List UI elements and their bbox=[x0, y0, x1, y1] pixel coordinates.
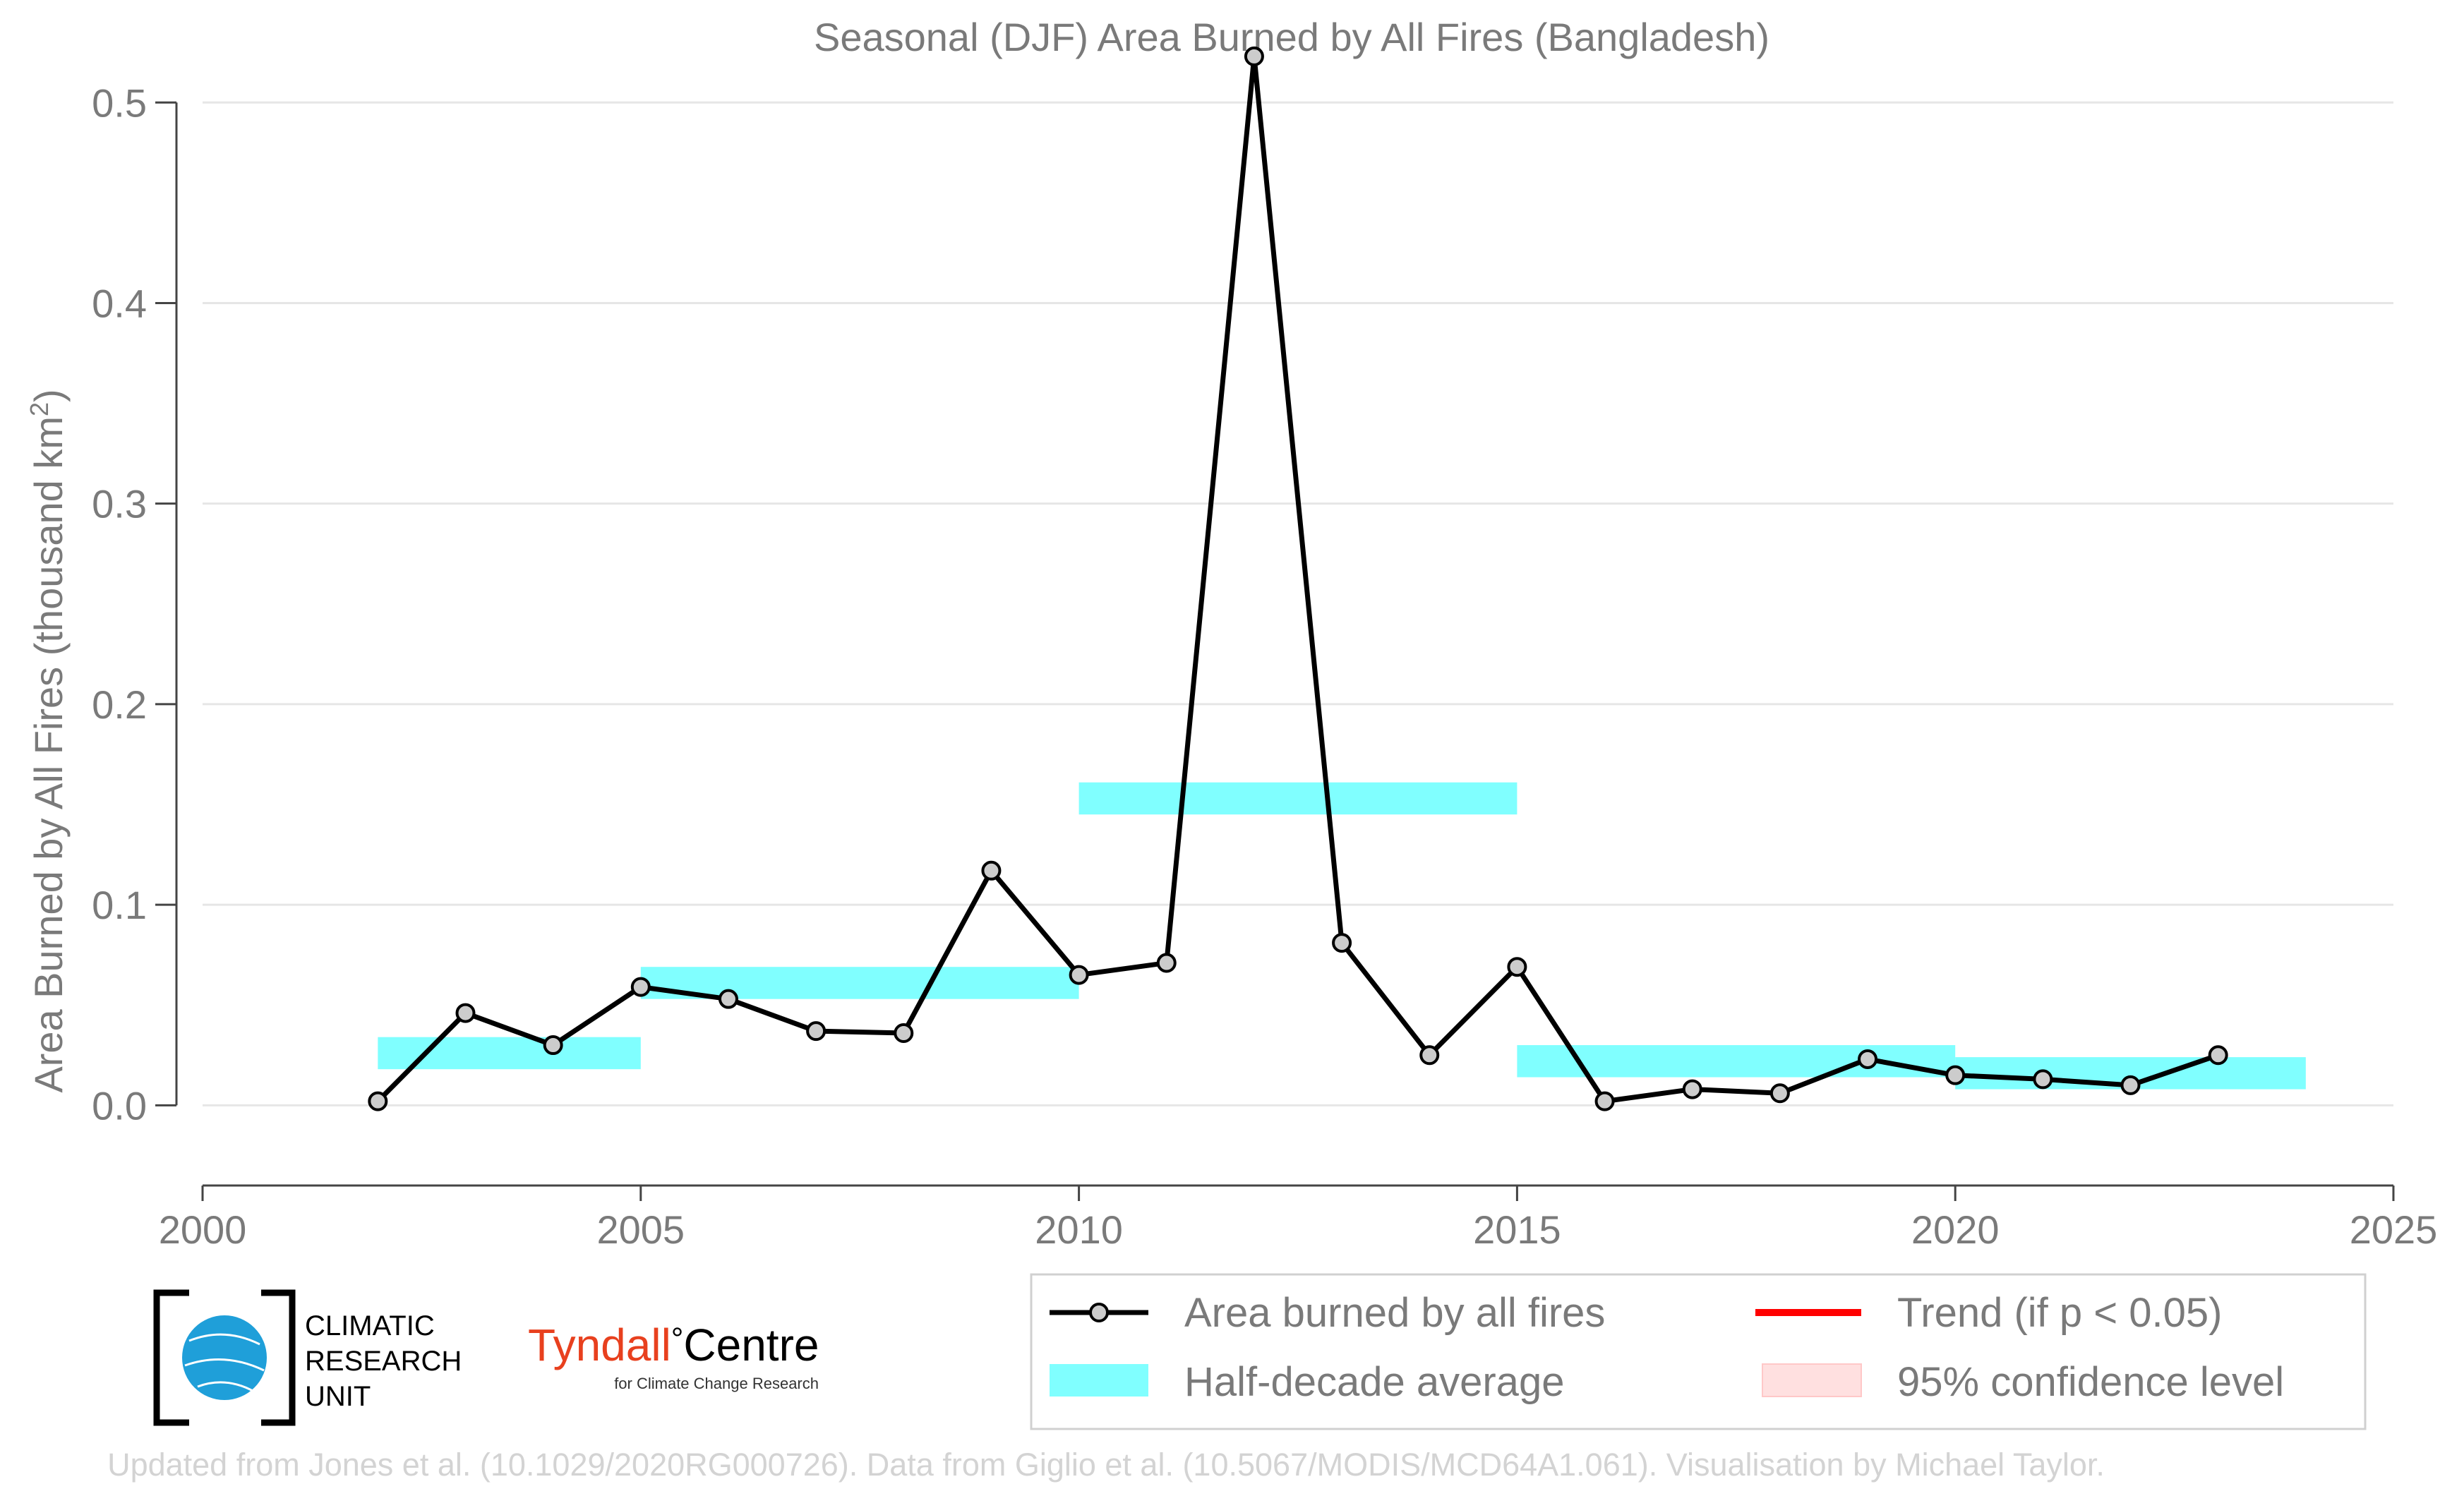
data-point-2019 bbox=[1858, 1049, 1878, 1069]
x-tick-label-1: 2005 bbox=[597, 1207, 685, 1252]
cru-logo-bracket-left bbox=[153, 1289, 189, 1426]
gridlines bbox=[203, 101, 2393, 1106]
x-tick-label-4: 2020 bbox=[1911, 1207, 2000, 1252]
y-axis-label: Area Burned by All Fires (thousand km2) bbox=[25, 389, 71, 1092]
data-point-2022 bbox=[2120, 1075, 2141, 1095]
data-point-2010 bbox=[1069, 965, 1089, 985]
half-decade-bar-0 bbox=[378, 1037, 641, 1070]
y-axis-label-suffix: ) bbox=[26, 389, 71, 402]
data-point-2016 bbox=[1594, 1091, 1615, 1111]
tyndall-logo-subtitle: for Climate Change Research bbox=[614, 1375, 819, 1392]
cru-globe-line-1 bbox=[188, 1333, 260, 1346]
y-axis: 0.0 0.1 0.2 0.3 0.4 0.5 bbox=[92, 80, 178, 1128]
chart-title: Seasonal (DJF) Area Burned by All Fires … bbox=[814, 15, 1769, 59]
half-decade-average-bands bbox=[378, 782, 2306, 1090]
cru-logo-text-2: RESEARCH bbox=[305, 1346, 462, 1377]
data-point-2023 bbox=[2208, 1045, 2228, 1066]
cru-logo-bracket-right bbox=[261, 1289, 296, 1426]
y-tick-label-2: 0.2 bbox=[92, 682, 147, 727]
y-tick-label-3: 0.3 bbox=[92, 482, 147, 526]
y-tick-label-4: 0.4 bbox=[92, 281, 147, 325]
cru-logo-text-1: CLIMATIC bbox=[305, 1310, 435, 1341]
cru-logo: CLIMATIC RESEARCH UNIT bbox=[153, 1289, 462, 1426]
data-point-2015 bbox=[1507, 957, 1527, 977]
x-tick-label-0: 2000 bbox=[159, 1207, 247, 1252]
series-line bbox=[375, 54, 2219, 1104]
legend-swatch-half-decade bbox=[1050, 1364, 1148, 1397]
legend-swatch-confidence bbox=[1762, 1363, 1862, 1397]
data-point-2020 bbox=[1945, 1065, 1966, 1085]
data-point-2003 bbox=[455, 1003, 476, 1023]
data-point-2009 bbox=[981, 860, 1002, 881]
data-point-2008 bbox=[894, 1023, 914, 1043]
data-credit: Updated from Jones et al. (10.1029/2020R… bbox=[107, 1447, 2105, 1483]
cru-logo-text-3: UNIT bbox=[305, 1381, 371, 1412]
y-tick-label-0: 0.0 bbox=[92, 1083, 147, 1128]
data-point-2021 bbox=[2033, 1069, 2053, 1090]
x-tick-label-2: 2010 bbox=[1035, 1207, 1123, 1252]
tyndall-logo-text: Tyndall°Centre bbox=[528, 1320, 819, 1370]
legend-label-trend: Trend (if p < 0.05) bbox=[1897, 1290, 2222, 1336]
data-point-2013 bbox=[1332, 933, 1352, 953]
legend: Area burned by all fires Trend (if p < 0… bbox=[1030, 1273, 2367, 1430]
tyndall-centre-logo: Tyndall°Centre for Climate Change Resear… bbox=[528, 1320, 819, 1392]
data-point-2004 bbox=[543, 1035, 563, 1056]
data-point-2002 bbox=[368, 1091, 388, 1111]
y-axis-label-sup: 2 bbox=[25, 402, 54, 416]
legend-box bbox=[1030, 1273, 2367, 1430]
half-decade-bar-2 bbox=[1078, 782, 1518, 815]
tyndall-logo-name: Tyndall bbox=[528, 1320, 671, 1370]
data-point-2006 bbox=[718, 989, 738, 1009]
data-point-2007 bbox=[806, 1021, 827, 1042]
legend-label-half-decade: Half-decade average bbox=[1184, 1359, 1564, 1405]
data-point-2017 bbox=[1682, 1079, 1702, 1099]
data-point-2011 bbox=[1156, 953, 1177, 973]
data-point-2018 bbox=[1769, 1083, 1790, 1104]
y-axis-label-prefix: Area Burned by All Fires (thousand km bbox=[26, 416, 71, 1093]
series-area-burned bbox=[368, 46, 2228, 1111]
legend-label-area-burned: Area burned by all fires bbox=[1184, 1290, 1605, 1336]
legend-swatch-area-burned-marker bbox=[1089, 1303, 1109, 1322]
data-point-2012 bbox=[1244, 46, 1264, 66]
data-point-2005 bbox=[630, 977, 651, 997]
y-tick-label-5: 0.5 bbox=[92, 80, 147, 125]
half-decade-bar-1 bbox=[640, 967, 1079, 999]
cru-globe-line-2 bbox=[184, 1358, 265, 1372]
y-tick-label-1: 0.1 bbox=[92, 883, 147, 927]
tyndall-logo-degree: ° bbox=[671, 1322, 684, 1356]
x-tick-label-5: 2025 bbox=[2350, 1207, 2438, 1252]
data-point-2014 bbox=[1419, 1045, 1440, 1066]
cru-globe-line-3 bbox=[197, 1381, 255, 1393]
legend-label-confidence: 95% confidence level bbox=[1897, 1359, 2284, 1405]
x-axis: 2000 2005 2010 2015 2020 2025 bbox=[159, 1184, 2438, 1252]
tyndall-logo-centre: Centre bbox=[683, 1320, 819, 1370]
cru-globe-icon bbox=[182, 1315, 267, 1400]
x-tick-label-3: 2015 bbox=[1473, 1207, 1561, 1252]
